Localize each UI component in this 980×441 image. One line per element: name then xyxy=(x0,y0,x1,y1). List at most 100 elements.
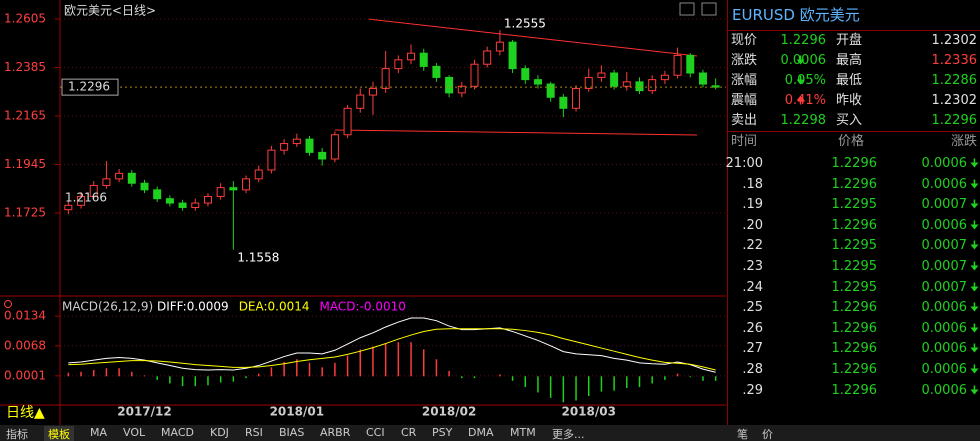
y-tick-label: 1.2605 xyxy=(4,12,46,26)
candle-body xyxy=(102,178,111,186)
y-tick-label: 1.2385 xyxy=(4,60,46,74)
candle-body xyxy=(330,134,339,160)
tick-change: 0.0006 xyxy=(921,217,968,233)
tick-change: 0.0007 xyxy=(921,238,968,254)
candle-body xyxy=(191,202,200,208)
quote-value: 1.2296 xyxy=(780,33,827,48)
candle-body xyxy=(254,169,263,180)
footer-tab[interactable]: 笔 xyxy=(737,428,748,441)
toolbar-tab[interactable]: MACD xyxy=(161,426,194,439)
candle-body xyxy=(597,72,606,78)
toolbar-tab[interactable]: VOL xyxy=(123,426,146,439)
toolbar-tab[interactable]: 指标 xyxy=(6,428,28,441)
candle-body xyxy=(432,65,441,78)
quote-label: 震幅 xyxy=(731,93,758,108)
tick-row: .26 1.2296 0.0006 🠋 xyxy=(728,319,980,339)
tick-change: 0.0007 xyxy=(921,197,968,213)
candle-body xyxy=(280,143,289,151)
toolbar-tab[interactable]: BIAS xyxy=(279,426,305,439)
candle-body xyxy=(203,195,212,204)
chart-area: 欧元美元<日线> MACD(26,12,9) 日线▲ 1.1725 1.1945 1… xyxy=(0,0,726,425)
tick-change: 0.0006 xyxy=(921,341,968,357)
tick-row: 21:00 1.2296 0.0006 🠋 xyxy=(725,154,980,174)
left-marker: 1.2166 xyxy=(65,191,107,205)
footer-tab[interactable]: 价 xyxy=(762,428,773,441)
tick-row: .27 1.2296 0.0006 🠋 xyxy=(728,339,980,359)
tick-price: 1.2296 xyxy=(831,362,878,377)
arrow-icon: 🠋 xyxy=(969,321,979,335)
tick-row: .18 1.2296 0.0006 🠋 xyxy=(728,175,980,195)
window-icon[interactable] xyxy=(679,2,695,16)
symbol-name: 欧元美元 xyxy=(799,6,860,24)
quote-label: 涨跌 xyxy=(731,53,758,68)
quote-label: 开盘 xyxy=(836,33,863,48)
tick-row: .25 1.2296 0.0006 🠋 xyxy=(728,298,980,318)
high-label: 1.2555 xyxy=(504,17,546,31)
arrow-icon: 🠋 xyxy=(969,383,979,397)
toolbar-tab[interactable]: CR xyxy=(401,426,417,439)
indicator-line xyxy=(68,317,716,373)
candle-body xyxy=(267,149,276,171)
quote-value: 1.2298 xyxy=(780,113,827,128)
tick-time: .28 xyxy=(742,362,763,377)
arrow-icon: 🠋 xyxy=(969,342,979,356)
candle-body xyxy=(140,182,149,191)
arrow-icon: 🠋 xyxy=(969,301,979,315)
tick-row: .29 1.2296 0.0006 🠋 xyxy=(728,381,980,401)
arrow-icon: 🠋 xyxy=(969,177,979,191)
tick-time: .23 xyxy=(742,259,763,274)
candle-body xyxy=(89,184,98,197)
quote-label: 现价 xyxy=(731,33,758,48)
candle-body xyxy=(622,81,631,87)
arrow-icon: 🠋 xyxy=(969,218,979,232)
candle-body xyxy=(64,204,73,211)
toolbar-tab[interactable]: RSI xyxy=(245,426,263,439)
window-icon[interactable] xyxy=(701,2,717,16)
column-header: 时间 xyxy=(731,134,758,149)
tick-time: 21:00 xyxy=(725,156,763,171)
tick-time: .22 xyxy=(742,238,763,254)
tick-change: 0.0006 xyxy=(921,176,968,192)
tick-row: .20 1.2296 0.0006 🠋 xyxy=(728,216,980,236)
quote-header: EURUSD 欧元美元 xyxy=(728,0,980,31)
tick-change: 0.0007 xyxy=(921,259,968,274)
toolbar-tab[interactable]: DMA xyxy=(468,426,494,439)
tick-price: 1.2295 xyxy=(831,238,878,254)
candle-body xyxy=(483,50,492,65)
toolbar-tab[interactable]: KDJ xyxy=(210,426,229,439)
quote-row: 涨幅 0.05% 🠋 最低 1.2286 xyxy=(728,71,980,91)
quote-label: 昨收 xyxy=(836,93,863,108)
toolbar-tab[interactable]: CCI xyxy=(366,426,385,439)
tick-price: 1.2295 xyxy=(831,279,878,295)
toolbar-tab[interactable]: MTM xyxy=(510,426,536,439)
tick-time: .19 xyxy=(742,197,763,213)
tick-time: .27 xyxy=(742,341,763,357)
candle-body xyxy=(635,81,644,92)
tick-price: 1.2296 xyxy=(831,300,878,316)
toolbar-tab[interactable]: 更多... xyxy=(552,428,585,441)
toolbar-tab[interactable]: PSY xyxy=(432,426,453,439)
arrow-icon: 🠋 xyxy=(796,74,806,87)
toolbar-tab[interactable]: 模板 xyxy=(44,426,74,441)
toolbar-tab[interactable]: MA xyxy=(90,426,108,439)
period-label[interactable]: 日线▲ xyxy=(6,405,45,421)
quote-row: 卖出 1.2298 买入 1.2296 xyxy=(728,111,980,131)
candle-body xyxy=(546,83,555,98)
last-price-label: 1.2296 xyxy=(68,80,110,94)
toolbar-tab[interactable]: ARBR xyxy=(320,426,351,439)
indicator-title: MACD(26,12,9) xyxy=(62,300,153,314)
y-tick-label: 0.0134 xyxy=(4,309,46,323)
tick-time: .18 xyxy=(742,176,763,192)
quote-row: 震幅 0.41% 🠉 昨收 1.2302 xyxy=(728,91,980,111)
tick-row: .23 1.2295 0.0007 🠋 xyxy=(728,257,980,277)
legend-entry: DEA:0.0014 xyxy=(239,300,310,314)
y-tick-label: 0.0001 xyxy=(4,368,46,382)
indicator-line xyxy=(68,328,716,371)
x-tick-label: 2018/02 xyxy=(422,405,476,419)
tick-price: 1.2296 xyxy=(831,382,878,398)
quote-value: 1.2302 xyxy=(931,33,978,48)
quote-label: 涨幅 xyxy=(731,73,758,88)
y-tick-label: 1.1725 xyxy=(4,206,46,220)
candle-body xyxy=(572,87,581,109)
